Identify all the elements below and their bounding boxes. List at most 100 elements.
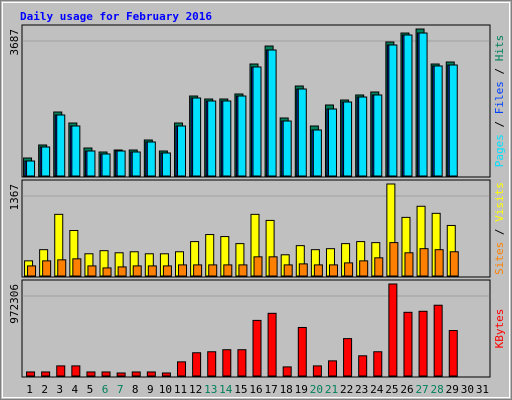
x-tick-label: 19 (295, 383, 308, 396)
bar (131, 151, 141, 177)
bar (102, 267, 112, 277)
bar (327, 108, 337, 177)
bar (26, 371, 36, 377)
bar (41, 146, 51, 177)
bar (434, 249, 444, 277)
bar (448, 330, 458, 377)
bar (448, 64, 458, 177)
bar (418, 32, 428, 177)
bar (374, 257, 384, 277)
bar (237, 95, 247, 177)
x-tick-label: 13 (204, 383, 217, 396)
x-tick-label: 9 (147, 383, 154, 396)
bar (373, 94, 383, 177)
bar (56, 114, 66, 177)
bar (388, 44, 398, 177)
bar (404, 252, 414, 277)
bar (358, 96, 368, 177)
legend-entry: Hits (493, 35, 506, 62)
x-tick-label: 24 (370, 383, 384, 396)
legend-separator: / (493, 114, 506, 134)
bar (223, 264, 233, 277)
bar (132, 265, 142, 277)
bar (72, 258, 82, 277)
legend-separator: / (493, 222, 506, 242)
bar (313, 264, 323, 277)
bar (327, 360, 337, 377)
legend-entry: KBytes (493, 309, 506, 349)
bar (359, 260, 369, 277)
y-tick-label: 972306 (8, 284, 21, 324)
bar (117, 266, 127, 277)
bar (71, 365, 81, 377)
x-tick-label: 2 (41, 383, 48, 396)
bar (389, 242, 399, 277)
x-tick-label: 6 (102, 383, 109, 396)
bar (116, 372, 126, 377)
bar (449, 251, 459, 277)
legend: Pages / Files / Hits (493, 35, 506, 168)
x-tick-label: 29 (446, 383, 459, 396)
bar (86, 371, 96, 377)
bar (403, 34, 413, 177)
bar (192, 97, 202, 177)
x-tick-label: 14 (219, 383, 233, 396)
bar (26, 160, 36, 177)
bar (358, 355, 368, 377)
bar (373, 351, 383, 377)
bar (282, 366, 292, 377)
x-tick-label: 11 (174, 383, 187, 396)
bar (328, 264, 338, 277)
bar (297, 88, 307, 177)
x-tick-label: 23 (355, 383, 368, 396)
x-tick-label: 25 (385, 383, 398, 396)
bar (86, 150, 96, 177)
bar (238, 264, 248, 277)
bar (101, 153, 111, 177)
bar (42, 260, 52, 277)
bar (56, 365, 66, 377)
bar (268, 256, 278, 277)
x-tick-label: 26 (400, 383, 413, 396)
x-tick-label: 10 (159, 383, 172, 396)
x-tick-label: 21 (325, 383, 338, 396)
bar (192, 352, 202, 377)
bar (146, 371, 156, 377)
bar (161, 152, 171, 177)
bar (177, 361, 187, 377)
bar (252, 319, 262, 377)
x-tick-label: 1 (26, 383, 33, 396)
y-tick-label: 3687 (8, 29, 21, 56)
bar (101, 371, 111, 377)
bar (147, 265, 157, 277)
y-tick-label: 1367 (8, 184, 21, 211)
legend: KBytes (493, 309, 506, 349)
x-tick-label: 22 (340, 383, 353, 396)
bar (282, 120, 292, 177)
bar (283, 264, 293, 277)
x-tick-label: 8 (132, 383, 139, 396)
bar (193, 264, 203, 277)
bar (343, 338, 353, 377)
x-tick-label: 18 (280, 383, 293, 396)
bar (222, 349, 232, 377)
bar (267, 312, 277, 377)
bar (237, 349, 247, 377)
bar (403, 311, 413, 377)
bar (253, 256, 263, 277)
legend-entry: Visits (493, 182, 506, 222)
bar (312, 129, 322, 177)
bar (418, 310, 428, 377)
bar (222, 100, 232, 177)
bar (419, 248, 429, 277)
x-tick-label: 15 (234, 383, 247, 396)
x-tick-label: 16 (249, 383, 262, 396)
legend: Sites / Visits (493, 182, 506, 275)
bar (252, 66, 262, 177)
chart-title: Daily usage for February 2016 (20, 10, 212, 23)
x-tick-label: 3 (56, 383, 63, 396)
x-tick-label: 4 (72, 383, 79, 396)
x-tick-label: 31 (476, 383, 489, 396)
x-tick-label: 12 (189, 383, 202, 396)
